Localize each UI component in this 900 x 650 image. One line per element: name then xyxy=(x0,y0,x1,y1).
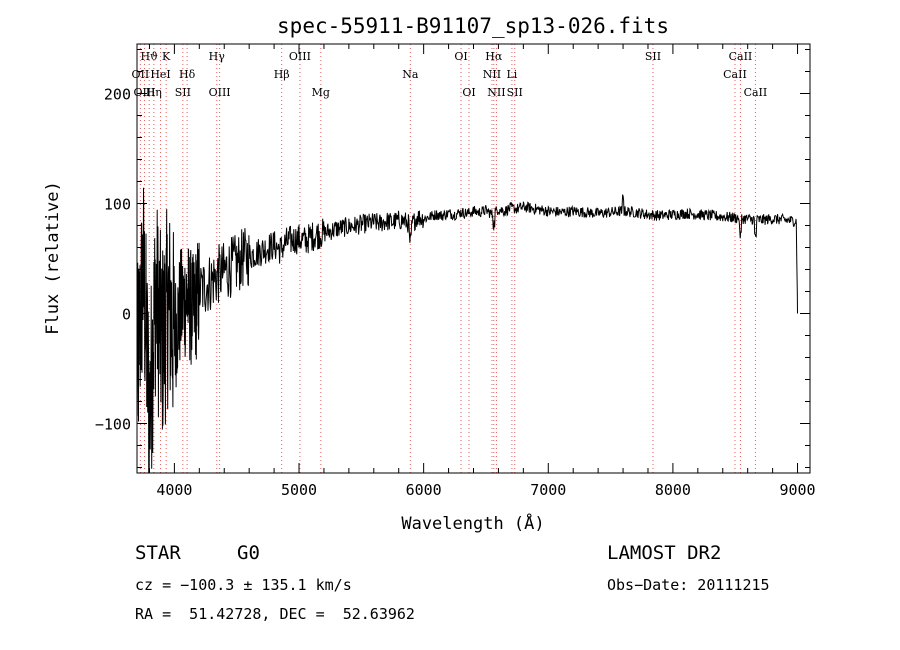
axis-ticks: 4000 5000 6000 7000 8000 9000 −100 0 100 200 xyxy=(95,44,816,499)
x-axis-label: Wavelength (Å) xyxy=(401,512,544,534)
x-tick-label: 5000 xyxy=(281,481,317,499)
x-tick-label: 9000 xyxy=(779,481,815,499)
line-label: HeI xyxy=(150,68,170,81)
chart-title: spec-55911-B91107_sp13-026.fits xyxy=(277,14,669,38)
line-label: CaII xyxy=(723,68,747,81)
line-label: CaII xyxy=(729,50,753,63)
line-label: SII xyxy=(645,50,661,63)
y-tick-label: 200 xyxy=(104,86,131,104)
line-label: Hδ xyxy=(179,68,196,81)
x-tick-label: 6000 xyxy=(406,481,442,499)
coordinates: RA = 51.42728, DEC = 52.63962 xyxy=(135,605,415,623)
survey-name: LAMOST DR2 xyxy=(607,542,722,564)
line-label: Hϑ xyxy=(140,50,158,63)
line-label: K xyxy=(162,50,171,63)
line-label: Mg xyxy=(312,86,330,99)
line-label: Na xyxy=(402,68,419,81)
line-label: NII xyxy=(483,68,501,81)
line-label: SII xyxy=(507,86,523,99)
line-label: OIII xyxy=(289,50,311,63)
object-subclass: G0 xyxy=(237,542,260,564)
line-label: OII xyxy=(132,68,150,81)
redshift-velocity: cz = −100.3 ± 135.1 km/s xyxy=(135,576,352,594)
y-tick-label: 0 xyxy=(122,306,131,324)
line-label: OI xyxy=(454,50,467,63)
x-tick-label: 7000 xyxy=(530,481,566,499)
y-tick-label: −100 xyxy=(95,416,131,434)
line-label: OIII xyxy=(209,86,231,99)
line-label: NII xyxy=(487,86,505,99)
line-label: SII xyxy=(175,86,191,99)
line-label: OI xyxy=(462,86,475,99)
y-tick-label: 100 xyxy=(104,196,131,214)
x-tick-label: 8000 xyxy=(655,481,691,499)
line-label: CaII xyxy=(744,86,768,99)
line-label: Hγ xyxy=(209,50,226,63)
line-label: Hη xyxy=(146,86,162,99)
object-class: STAR xyxy=(135,542,181,564)
spectrum-series xyxy=(136,187,798,474)
line-label: Hα xyxy=(485,50,503,63)
line-label: OIII xyxy=(133,86,155,99)
line-label: Li xyxy=(506,68,517,81)
x-tick-label: 4000 xyxy=(156,481,192,499)
line-label: Hβ xyxy=(274,68,290,81)
observation-date: Obs−Date: 20111215 xyxy=(607,576,770,594)
y-axis-label: Flux (relative) xyxy=(43,181,63,335)
